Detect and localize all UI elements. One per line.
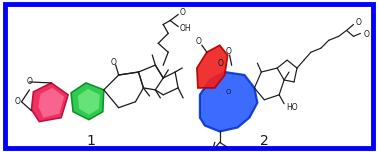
Text: HO: HO: [286, 103, 298, 112]
Text: O: O: [26, 78, 33, 86]
Text: O: O: [196, 37, 202, 46]
Text: O: O: [226, 89, 231, 95]
Text: O: O: [180, 8, 186, 17]
Polygon shape: [71, 83, 104, 120]
Polygon shape: [78, 89, 100, 115]
Polygon shape: [200, 72, 257, 131]
Text: O: O: [111, 58, 117, 67]
Text: 2: 2: [260, 134, 269, 148]
Polygon shape: [197, 45, 228, 88]
Text: 1: 1: [87, 134, 95, 148]
Polygon shape: [39, 88, 64, 118]
Text: O: O: [15, 97, 20, 106]
Polygon shape: [31, 83, 68, 122]
Text: O: O: [355, 18, 361, 27]
Text: O: O: [226, 47, 232, 56]
Text: O: O: [363, 30, 369, 39]
Text: OH: OH: [180, 24, 192, 33]
Text: O: O: [218, 59, 224, 68]
